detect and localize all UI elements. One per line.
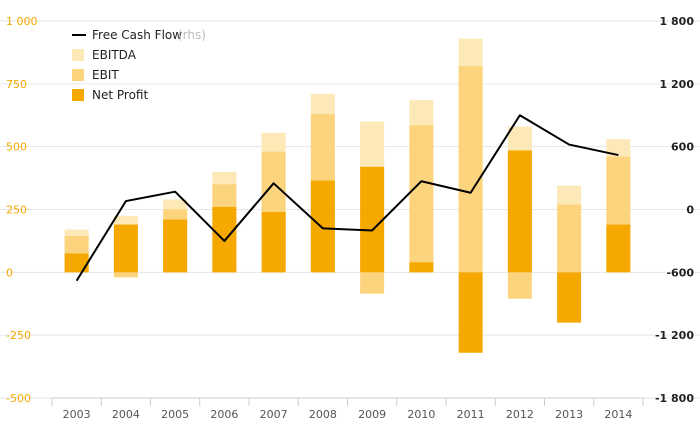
legend-label-net-profit: Net Profit xyxy=(92,88,148,102)
y-right-tick-label: -1 200 xyxy=(655,329,694,342)
y-left-tick-label: 1 000 xyxy=(6,15,38,28)
bar-net-profit xyxy=(261,212,286,273)
x-tick-label: 2013 xyxy=(555,408,583,421)
bar-ebit xyxy=(360,272,385,294)
fcf-line-group xyxy=(75,114,619,282)
x-tick-label: 2014 xyxy=(604,408,632,421)
x-tick-label: 2004 xyxy=(112,408,140,421)
y-right-tick-label: 1 800 xyxy=(660,15,695,28)
bar-ebit xyxy=(507,272,532,299)
axes: -500 -250 0 250 500 750 1 000 -1 800 -1 200 -600 0… xyxy=(6,15,694,421)
legend-label-ebitda: EBITDA xyxy=(92,48,137,62)
bar-net-profit xyxy=(409,262,434,273)
x-tick-label: 2003 xyxy=(63,408,91,421)
y-right-tick-label: 0 xyxy=(686,204,694,217)
x-tick-label: 2006 xyxy=(210,408,238,421)
bar-ebit xyxy=(409,125,434,273)
bar-net-profit xyxy=(64,253,89,273)
line-free-cash-flow xyxy=(75,114,619,282)
x-tick-label: 2011 xyxy=(457,408,485,421)
y-right-tick-label: -600 xyxy=(666,266,694,279)
legend-swatch-ebit xyxy=(72,69,84,81)
legend-swatch-net-profit xyxy=(72,89,84,101)
y-right-tick-label: 600 xyxy=(671,141,694,154)
y-left-tick-label: 750 xyxy=(6,78,27,91)
x-tick-label: 2009 xyxy=(358,408,386,421)
bar-net-profit xyxy=(606,224,631,273)
y-left-tick-label: 0 xyxy=(6,266,13,279)
legend-swatch-ebitda xyxy=(72,49,84,61)
x-tick-label: 2012 xyxy=(506,408,534,421)
y-left-tick-label: 500 xyxy=(6,141,27,154)
y-right-tick-label: 1 200 xyxy=(660,78,695,91)
bar-net-profit xyxy=(163,219,188,273)
bar-ebit xyxy=(557,204,582,273)
bar-net-profit xyxy=(507,150,532,273)
legend-label-fcf: Free Cash Flow xyxy=(92,28,182,42)
x-tick-label: 2005 xyxy=(161,408,189,421)
bar-net-profit xyxy=(458,272,483,353)
bar-ebit xyxy=(113,272,138,278)
x-tick-label: 2010 xyxy=(407,408,435,421)
y-left-tick-label: 250 xyxy=(6,204,27,217)
x-tick-label: 2008 xyxy=(309,408,337,421)
bars xyxy=(64,38,631,353)
bar-net-profit xyxy=(360,166,385,273)
y-left-tick-label: -500 xyxy=(6,392,31,405)
legend: Free Cash Flow (rhs) EBITDA EBIT Net Pro… xyxy=(72,28,206,102)
bar-ebit xyxy=(458,66,483,273)
x-tick-label: 2007 xyxy=(260,408,288,421)
bar-net-profit xyxy=(310,180,335,273)
legend-label-ebit: EBIT xyxy=(92,68,119,82)
y-right-tick-label: -1 800 xyxy=(655,392,694,405)
bar-net-profit xyxy=(557,272,582,323)
y-left-tick-label: -250 xyxy=(6,329,31,342)
bar-net-profit xyxy=(113,224,138,273)
legend-note-fcf: (rhs) xyxy=(178,28,206,42)
